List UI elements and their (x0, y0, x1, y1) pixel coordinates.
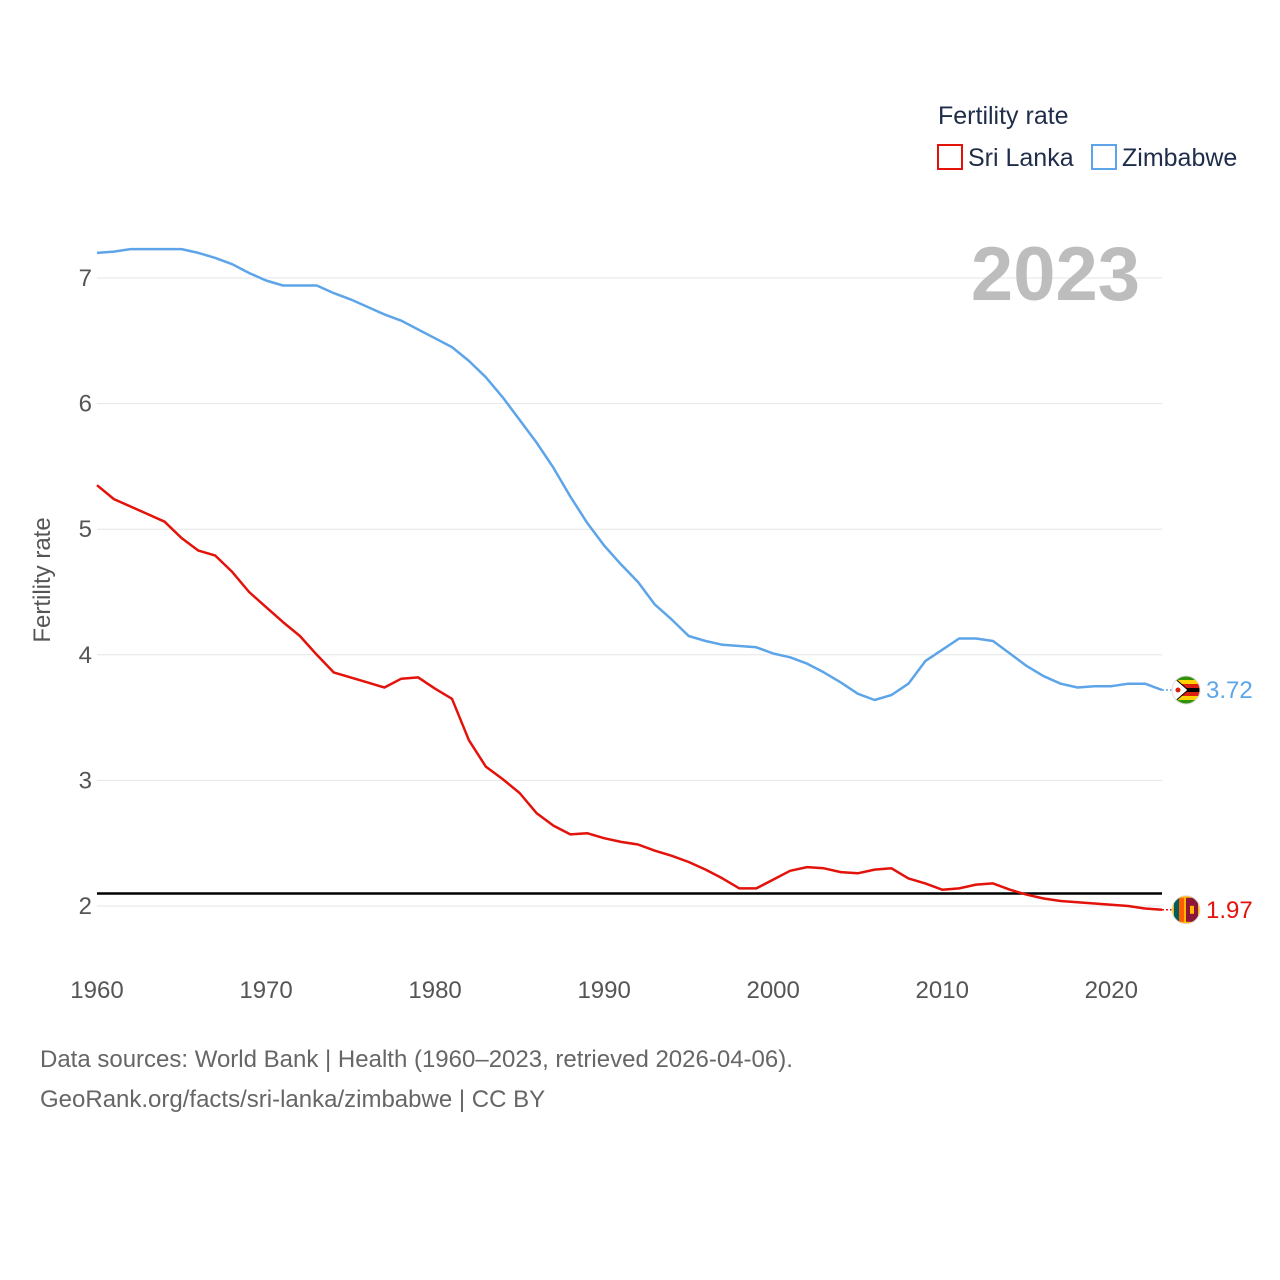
sri-lanka-flag-icon (1171, 895, 1201, 925)
series-lines (96, 247, 1172, 912)
x-tick-label-2010: 2010 (916, 977, 969, 1004)
footer: Data sources: World Bank | Health (1960–… (40, 1040, 1240, 1120)
legend-label-sri-lanka[interactable]: Sri Lanka (968, 144, 1074, 172)
y-axis-ticks: 2 3 4 5 6 7 (79, 265, 92, 920)
y-tick-label-2: 2 (79, 893, 92, 920)
x-axis-ticks: 1960 1970 1980 1990 2000 2010 2020 (70, 977, 1138, 1004)
fertility-rate-chart: 2 3 4 5 6 7 1960 1970 1980 1990 2000 2010 2020 Fert… (29, 102, 1253, 1004)
zimbabwe-flag-icon (1171, 675, 1201, 705)
zimbabwe-end-value: 3.72 (1206, 677, 1253, 704)
legend-label-zimbabwe[interactable]: Zimbabwe (1122, 144, 1237, 172)
data-sources-text: Data sources: World Bank | Health (1960–… (40, 1046, 793, 1073)
x-tick-label-1970: 1970 (239, 977, 292, 1004)
series-line-sri-lanka[interactable] (96, 484, 1163, 912)
year-display: 2023 (971, 232, 1140, 317)
x-tick-label-1980: 1980 (408, 977, 461, 1004)
y-tick-label-7: 7 (79, 265, 92, 292)
source-link[interactable]: GeoRank.org/facts/sri-lanka/zimbabwe | C… (40, 1086, 546, 1113)
legend-swatch-zimbabwe[interactable] (1091, 144, 1117, 170)
series-line-zimbabwe[interactable] (96, 247, 1163, 702)
y-tick-label-6: 6 (79, 391, 92, 418)
y-tick-label-4: 4 (79, 642, 92, 669)
y-axis-title: Fertility rate (29, 517, 56, 642)
legend-title: Fertility rate (938, 102, 1069, 130)
x-tick-label-2000: 2000 (746, 977, 799, 1004)
grid-lines (97, 277, 1162, 907)
sri-lanka-end-value: 1.97 (1206, 897, 1253, 924)
legend-swatch-sri-lanka[interactable] (937, 144, 963, 170)
y-tick-label-5: 5 (79, 516, 92, 543)
x-tick-label-2020: 2020 (1085, 977, 1138, 1004)
x-tick-label-1990: 1990 (577, 977, 630, 1004)
legend: Fertility rate Sri Lanka Zimbabwe (937, 102, 1237, 172)
x-tick-label-1960: 1960 (70, 977, 123, 1004)
y-tick-label-3: 3 (79, 767, 92, 794)
